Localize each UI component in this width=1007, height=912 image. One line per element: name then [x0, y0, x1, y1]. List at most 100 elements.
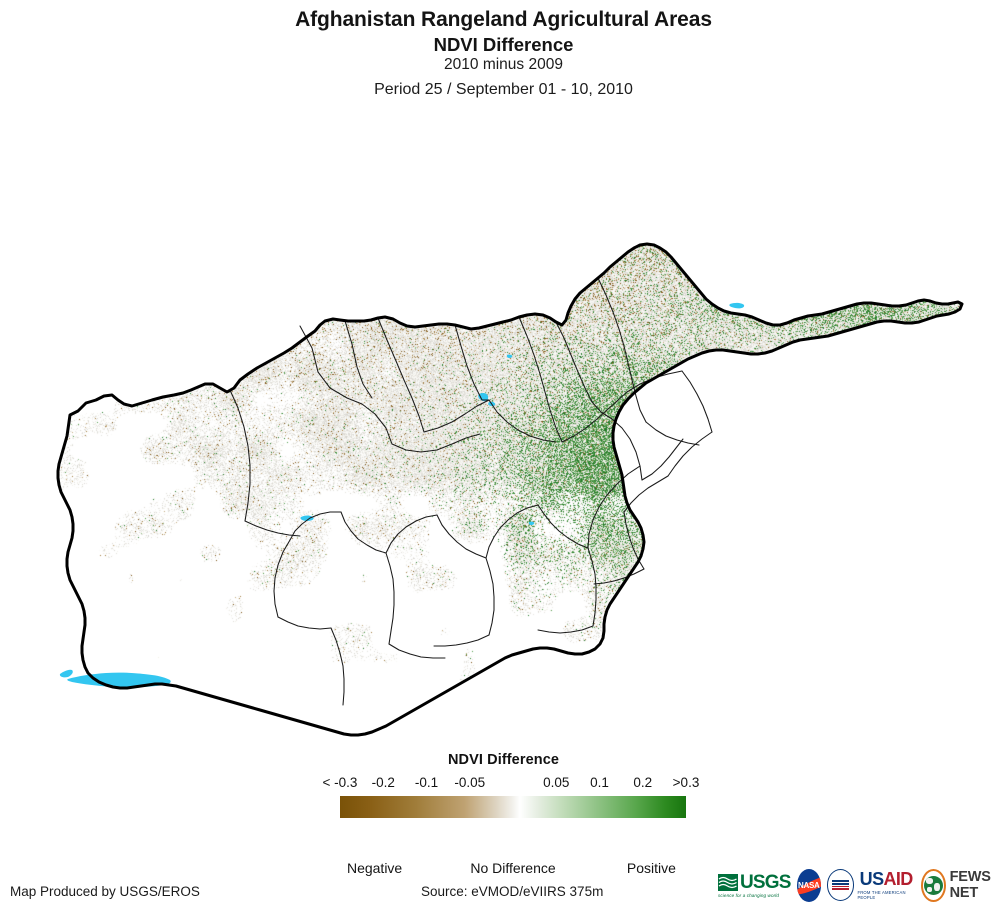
national-boundary: [56, 242, 964, 737]
province-boundary-25: [385, 552, 395, 645]
water-body-4: [478, 392, 489, 402]
legend-tick-5: 0.1: [590, 775, 609, 790]
legend-tick-6: 0.2: [633, 775, 653, 790]
province-boundary-26: [388, 643, 446, 659]
fews-net-logo[interactable]: FEWS NET: [920, 868, 1002, 902]
province-boundary-34: [667, 431, 713, 477]
page-title: Afghanistan Rangeland Agricultural Areas: [295, 8, 712, 31]
usgs-tagline: science for a changing world: [718, 892, 780, 898]
province-boundary-1: [344, 320, 373, 399]
province-boundary-7: [518, 316, 563, 443]
legend-category-labels: Negative No Difference Positive: [0, 860, 1007, 880]
agency-logo-strip: USGS science for a changing world NASA U…: [718, 864, 1002, 906]
province-boundary-13: [597, 277, 647, 423]
globe-landmass: [925, 877, 933, 884]
province-boundary-18: [436, 514, 487, 559]
province-boundary-29: [587, 547, 597, 627]
legend-tick-1: -0.2: [371, 775, 395, 790]
legend-tick-0: < -0.3: [322, 775, 358, 790]
nasa-wordmark: NASA: [798, 880, 820, 890]
usaid-word-aid: AID: [883, 869, 913, 889]
province-boundaries-layer: [229, 277, 713, 706]
legend-tick-2: -0.1: [414, 775, 439, 790]
subtitle-period: Period 25 / September 01 - 10, 2010: [374, 81, 633, 98]
subtitle-years: 2010 minus 2009: [444, 56, 563, 73]
legend-tick-3: -0.05: [454, 775, 486, 790]
usaid-word-us: US: [859, 869, 884, 889]
province-boundary-27: [485, 557, 495, 636]
usgs-wave-icon: [718, 873, 738, 891]
fews-globe-inner: [923, 875, 943, 895]
seal-stripe: [832, 885, 850, 888]
province-boundary-21: [289, 511, 342, 541]
afghanistan-ndvi-difference-map[interactable]: [0, 112, 1007, 742]
nasa-logo[interactable]: NASA: [796, 868, 821, 902]
province-boundary-0: [299, 325, 393, 445]
legend-gradient-bar: [340, 796, 686, 818]
province-boundary-15: [587, 465, 641, 549]
usaid-logo[interactable]: USAID FROM THE AMERICAN PEOPLE: [826, 869, 915, 901]
legend-title: NDVI Difference: [447, 752, 560, 768]
province-boundary-6: [488, 399, 557, 443]
province-boundary-17: [485, 504, 539, 559]
legend-category-0: Negative: [346, 860, 403, 876]
seal-stripe: [832, 882, 850, 885]
seal-stripe: [832, 879, 850, 882]
usgs-logo[interactable]: USGS science for a changing world: [718, 873, 791, 898]
water-body-7: [729, 302, 745, 309]
province-boundary-5: [454, 324, 490, 401]
province-boundary-12: [641, 438, 684, 481]
province-boundary-22: [273, 539, 291, 618]
legend-tick-4: 0.05: [543, 775, 570, 790]
province-boundary-24: [330, 627, 345, 706]
water-body-6: [506, 354, 513, 359]
province-boundary-37: [593, 568, 645, 585]
province-boundary-16: [537, 504, 589, 549]
ndvi-difference-raster: [58, 244, 962, 735]
globe-landmass: [933, 882, 940, 891]
usaid-tagline: FROM THE AMERICAN PEOPLE: [857, 890, 906, 900]
usaid-wordmark-block: USAID FROM THE AMERICAN PEOPLE: [857, 870, 914, 900]
province-boundary-33: [681, 370, 713, 433]
usgs-logo-row: USGS: [718, 873, 791, 892]
map-layers: [56, 242, 964, 737]
province-boundary-3: [377, 317, 425, 433]
ndvi-raster-layer: [58, 244, 962, 735]
province-boundary-2: [391, 433, 481, 453]
province-boundary-11: [611, 418, 643, 481]
legend-tick-labels: < -0.3 -0.2 -0.1 -0.05 0.05 0.1 0.2 >0.3: [0, 775, 1007, 792]
legend-category-1: No Difference: [470, 860, 556, 876]
fews-net-wordmark: FEWS NET: [949, 869, 991, 901]
legend-category-2: Positive: [626, 860, 676, 876]
footer: Map Produced by USGS/EROS Source: eVMOD/…: [0, 858, 1007, 912]
legend-color-ramp: [340, 796, 686, 818]
province-boundary-10: [555, 321, 613, 420]
province-boundary-31: [229, 389, 251, 522]
province-boundary-30: [537, 625, 594, 634]
water-body-1: [59, 669, 73, 678]
province-boundary-4: [423, 399, 490, 433]
province-boundary-20: [340, 511, 387, 554]
map-legend: NDVI Difference < -0.3 -0.2 -0.1 -0.05 0.05 0…: [0, 752, 1007, 880]
title-block: Afghanistan Rangeland Agricultural Areas…: [0, 0, 1007, 100]
water-body-8: [528, 521, 535, 526]
globe-landmass: [926, 886, 932, 892]
usgs-wordmark: USGS: [740, 871, 791, 893]
legend-tick-7: >0.3: [672, 775, 700, 790]
subtitle-variable: NDVI Difference: [433, 34, 574, 55]
footer-credit: Map Produced by USGS/EROS: [10, 884, 200, 899]
usaid-seal-icon: [826, 869, 855, 901]
fews-globe-icon: [920, 868, 946, 902]
footer-source: Source: eVMOD/eVIIRS 375m: [421, 884, 604, 899]
water-body-2: [116, 673, 145, 680]
province-boundary-23: [277, 616, 332, 630]
province-boundary-32: [244, 520, 301, 537]
province-boundary-28: [433, 634, 490, 647]
province-boundary-14: [645, 421, 700, 446]
province-boundary-19: [385, 514, 438, 554]
usaid-wordmark: USAID: [859, 869, 914, 890]
seal-stripe: [832, 888, 850, 891]
map-canvas[interactable]: [0, 112, 1007, 742]
water-body-3: [300, 515, 314, 521]
province-boundary-35: [623, 475, 669, 513]
